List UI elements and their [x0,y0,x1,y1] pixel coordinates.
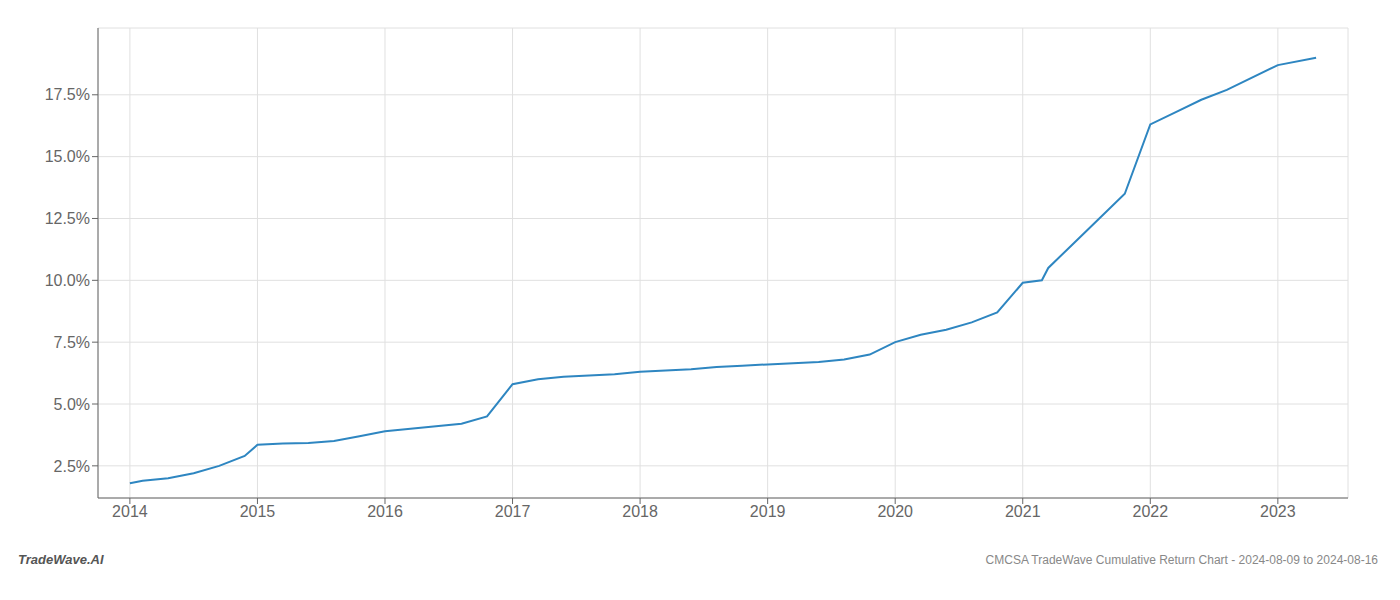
html-text:TradeWave.AI: TradeWave.AI [18,552,104,567]
svg-text:2016: 2016 [367,503,403,520]
svg-text:2020: 2020 [877,503,913,520]
svg-text:2018: 2018 [622,503,658,520]
svg-text:15.0%: 15.0% [45,148,90,165]
svg-text:2014: 2014 [112,503,148,520]
html-text:CMCSA TradeWave Cumulative Ret: CMCSA TradeWave Cumulative Return Chart … [985,553,1378,567]
svg-text:17.5%: 17.5% [45,86,90,103]
svg-text:10.0%: 10.0% [45,272,90,289]
svg-text:2017: 2017 [495,503,531,520]
svg-text:7.5%: 7.5% [54,334,90,351]
svg-text:2019: 2019 [750,503,786,520]
svg-text:2015: 2015 [240,503,276,520]
svg-text:12.5%: 12.5% [45,210,90,227]
svg-text:5.0%: 5.0% [54,396,90,413]
svg-text:2023: 2023 [1260,503,1296,520]
svg-text:2.5%: 2.5% [54,458,90,475]
svg-text:2021: 2021 [1005,503,1041,520]
svg-text:2022: 2022 [1132,503,1168,520]
